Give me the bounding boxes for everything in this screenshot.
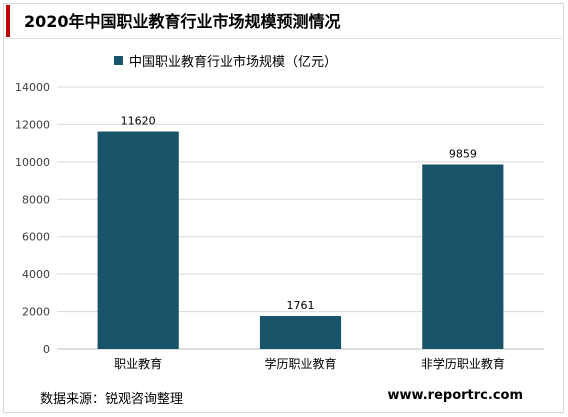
title-accent-bar <box>6 5 10 37</box>
bar <box>422 164 504 349</box>
legend-swatch <box>114 56 123 65</box>
y-tick-label: 2000 <box>22 306 50 319</box>
title-divider <box>6 38 562 39</box>
legend-label: 中国职业教育行业市场规模（亿元） <box>129 55 338 70</box>
y-tick-label: 12000 <box>15 118 50 131</box>
chart-legend: 中国职业教育行业市场规模（亿元） <box>114 51 337 70</box>
website-url: www.reportrc.com <box>387 388 523 403</box>
bar <box>97 131 179 349</box>
y-tick-label: 6000 <box>22 231 50 244</box>
x-tick-label: 职业教育 <box>114 356 162 371</box>
chart-frame <box>3 3 564 413</box>
y-tick-label: 0 <box>43 343 50 356</box>
data-label: 1761 <box>287 299 315 312</box>
data-label: 11620 <box>121 115 156 128</box>
y-tick-label: 4000 <box>22 268 50 281</box>
y-tick-label: 10000 <box>15 156 50 169</box>
source-note: 数据来源：锐观咨询整理 <box>40 392 184 407</box>
x-tick-label: 学历职业教育 <box>264 356 336 371</box>
bar <box>259 316 342 349</box>
data-label: 9859 <box>449 147 477 160</box>
y-tick-label: 8000 <box>22 193 50 206</box>
y-tick-label: 14000 <box>15 81 50 94</box>
x-tick-label: 非学历职业教育 <box>421 356 505 371</box>
page-title: 2020年中国职业教育行业市场规模预测情况 <box>24 12 341 31</box>
